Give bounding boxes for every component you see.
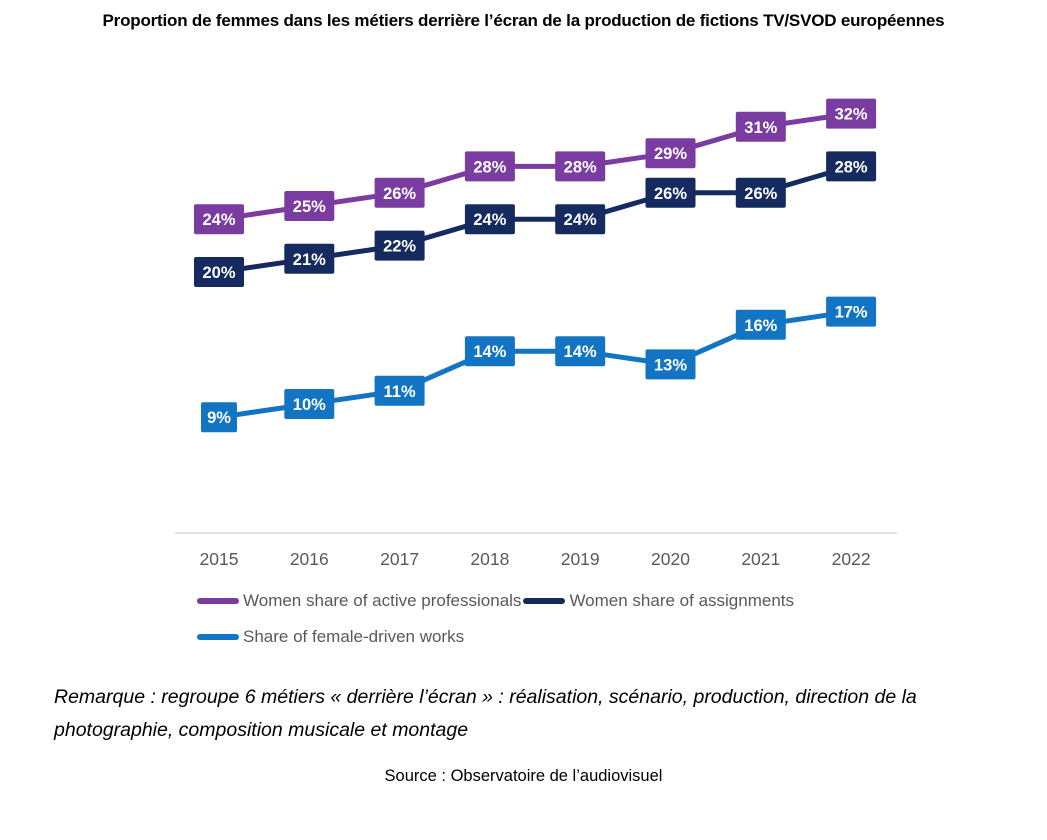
data-label-box — [201, 402, 237, 433]
legend-label-active-professionals: Women share of active professionals — [243, 591, 522, 610]
data-label-box — [555, 336, 606, 367]
data-label-box — [735, 177, 786, 208]
data-label-box — [464, 336, 515, 367]
x-tick-label: 2015 — [200, 549, 239, 569]
data-label-box — [194, 257, 244, 287]
data-label-box — [374, 375, 425, 406]
legend-swatch-female-driven-works — [197, 634, 239, 640]
data-label-box — [555, 151, 606, 182]
data-label: 17% — [835, 304, 868, 322]
data-label-box — [826, 98, 877, 129]
data-label-box — [284, 243, 335, 274]
data-label: 13% — [654, 356, 687, 374]
x-tick-label: 2022 — [832, 549, 871, 569]
data-label-box — [464, 204, 515, 235]
data-label-box — [374, 230, 425, 261]
data-label: 29% — [654, 145, 687, 163]
data-label: 26% — [654, 185, 687, 203]
legend-item-female-driven-works: Share of female-driven works — [197, 627, 464, 647]
x-tick-label: 2019 — [561, 549, 600, 569]
data-label: 16% — [744, 317, 777, 335]
data-label: 14% — [473, 343, 506, 361]
data-label: 24% — [202, 211, 235, 229]
data-label: 26% — [383, 185, 416, 203]
data-label: 28% — [473, 158, 506, 176]
data-label: 25% — [293, 198, 326, 216]
legend-row-1: Women share of active professionals Wome… — [197, 583, 1047, 619]
data-label: 24% — [564, 211, 597, 229]
legend-item-active-professionals: Women share of active professionals — [197, 591, 521, 611]
data-label: 26% — [744, 185, 777, 203]
line-chart: 2015 2016 2017 2018 2019 2020 2021 2022 24% 25% 26… — [175, 98, 897, 569]
data-label-box — [826, 296, 877, 327]
chart-title: Proportion de femmes dans les métiers de… — [102, 11, 945, 30]
data-label-box — [645, 349, 696, 380]
data-label: 22% — [383, 238, 416, 256]
data-label-box — [194, 204, 244, 235]
data-label-box — [555, 204, 606, 235]
data-label: 31% — [744, 119, 777, 137]
legend-label-female-driven-works: Share of female-driven works — [243, 627, 465, 646]
x-tick-label: 2016 — [290, 549, 329, 569]
legend-item-assignments: Women share of assignments — [523, 591, 794, 611]
data-label-box — [735, 111, 786, 142]
x-tick-label: 2018 — [470, 549, 509, 569]
data-label: 9% — [207, 409, 231, 427]
data-label-box — [284, 389, 335, 419]
data-label-box — [735, 309, 786, 340]
x-tick-label: 2021 — [741, 549, 780, 569]
legend-label-assignments: Women share of assignments — [569, 591, 795, 610]
x-tick-label: 2020 — [651, 549, 690, 569]
x-tick-label: 2017 — [380, 549, 419, 569]
data-label: 20% — [202, 264, 235, 282]
data-label-box — [374, 177, 425, 208]
data-label: 24% — [473, 211, 506, 229]
data-label: 28% — [564, 158, 597, 176]
data-label: 28% — [835, 158, 868, 176]
chart-source: Source : Observatoire de l’audiovisuel — [384, 767, 663, 785]
chart-legend: Women share of active professionals Wome… — [197, 583, 1047, 655]
legend-swatch-active-professionals — [197, 598, 239, 604]
data-label-box — [464, 151, 515, 182]
chart-note: Remarque : regroupe 6 métiers « derrière… — [54, 686, 917, 741]
data-label-box — [645, 138, 696, 169]
legend-swatch-assignments — [523, 598, 566, 604]
data-label: 10% — [293, 396, 326, 414]
data-label-box — [284, 191, 335, 221]
data-label: 32% — [835, 106, 868, 124]
legend-row-2: Share of female-driven works — [197, 619, 1047, 655]
data-label-box — [826, 151, 877, 182]
data-label: 21% — [293, 251, 326, 269]
data-label: 11% — [384, 383, 416, 401]
data-label-box — [645, 177, 696, 208]
data-label: 14% — [564, 343, 597, 361]
